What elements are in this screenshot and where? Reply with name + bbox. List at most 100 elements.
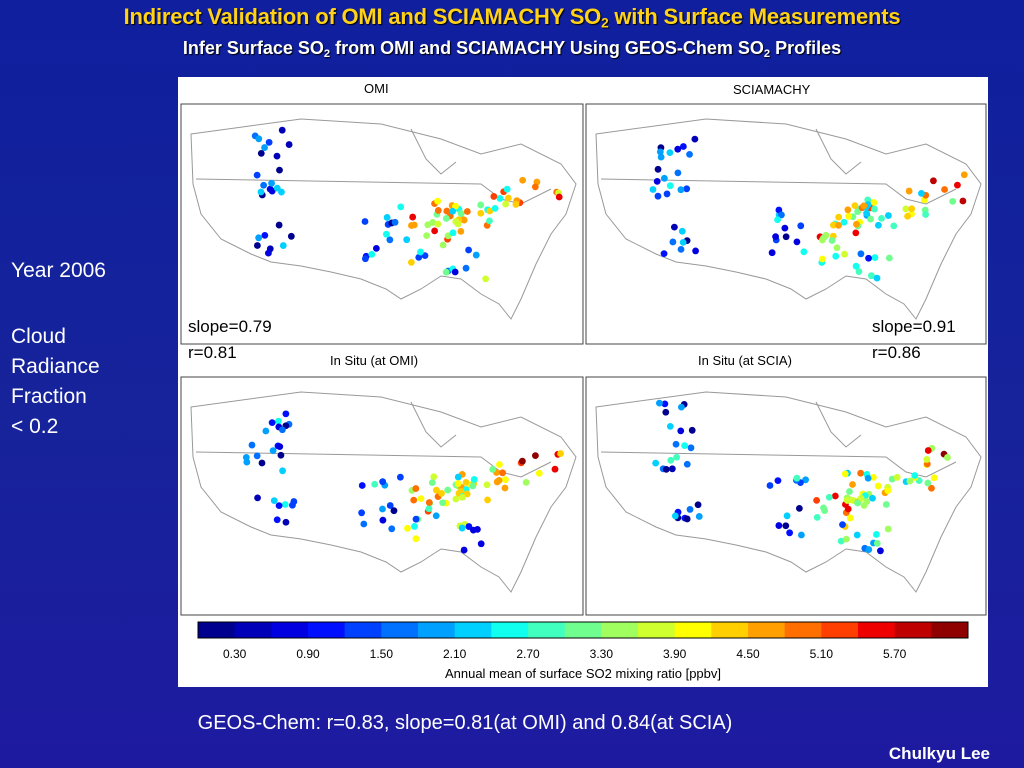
colorbar-swatch: [198, 622, 236, 638]
station-dot: [472, 251, 480, 259]
station-dot: [469, 526, 477, 534]
station-dot: [458, 493, 466, 501]
station-dot: [846, 488, 853, 495]
slide-title: Indirect Validation of OMI and SCIAMACHY…: [123, 4, 901, 31]
colorbar-swatch: [234, 622, 272, 638]
station-dot: [797, 222, 805, 230]
station-dot: [841, 470, 849, 478]
station-dot: [379, 516, 387, 524]
station-dot: [837, 537, 845, 545]
station-dot: [786, 529, 794, 537]
station-dot: [677, 427, 685, 435]
station-dot: [828, 237, 836, 244]
colorbar-tick-label: 0.90: [296, 647, 320, 661]
station-dot: [273, 152, 281, 160]
station-dot: [911, 472, 919, 479]
station-dot: [662, 408, 670, 416]
station-dot: [408, 222, 415, 229]
colorbar-tick-label: 0.30: [222, 647, 247, 661]
station-dot: [434, 197, 442, 205]
colorbar-swatch: [784, 622, 822, 638]
omi-slope: slope=0.79: [188, 317, 272, 336]
station-dot: [874, 482, 882, 490]
station-dot: [254, 494, 261, 502]
station-dot: [683, 515, 691, 523]
station-dot: [667, 456, 675, 464]
station-dot: [870, 199, 878, 206]
colorbar-swatch: [418, 622, 456, 638]
station-dot: [463, 490, 471, 498]
colorbar-swatch: [674, 622, 712, 638]
station-dot: [884, 525, 892, 533]
station-dot: [454, 473, 462, 481]
scia-r: r=0.86: [872, 343, 921, 362]
insitu-scia-title: In Situ (at SCIA): [696, 353, 794, 368]
station-dot: [802, 476, 809, 484]
station-dot: [775, 522, 783, 529]
station-dot: [832, 252, 840, 260]
station-dot: [830, 221, 837, 229]
station-dot: [423, 232, 431, 240]
station-dot: [833, 244, 841, 252]
station-dot: [766, 482, 774, 489]
station-dot: [253, 452, 261, 460]
station-dot: [442, 215, 450, 222]
station-dot: [679, 143, 687, 150]
station-dot: [439, 241, 447, 249]
station-dot: [666, 422, 674, 430]
station-dot: [282, 518, 290, 526]
station-dot: [486, 217, 493, 225]
fraction-label: Fraction: [11, 385, 87, 408]
station-dot: [386, 502, 394, 509]
station-dot: [486, 207, 494, 215]
station-dot: [906, 477, 914, 485]
station-dot: [873, 274, 881, 282]
colorbar-swatch: [381, 622, 419, 638]
station-dot: [774, 216, 781, 224]
station-dot: [677, 186, 685, 194]
station-dot: [277, 451, 285, 459]
station-dot: [490, 193, 498, 200]
station-dot: [666, 149, 674, 157]
station-dot: [902, 205, 910, 213]
station-dot: [884, 487, 892, 495]
station-dot: [660, 174, 668, 182]
slide-subtitle: Infer Surface SO2 from OMI and SCIAMACHY…: [182, 38, 842, 60]
station-dot: [819, 255, 826, 263]
station-dot: [839, 521, 846, 529]
station-dot: [691, 135, 699, 143]
station-dot: [391, 218, 399, 226]
station-dot: [452, 218, 460, 225]
colorbar-swatch: [344, 622, 382, 638]
station-dot: [688, 426, 696, 434]
station-dot: [358, 509, 366, 517]
station-dot: [928, 484, 935, 492]
station-dot: [411, 523, 418, 530]
station-dot: [255, 135, 263, 143]
station-dot: [268, 179, 275, 187]
station-dot: [279, 242, 287, 249]
station-dot: [501, 484, 509, 492]
threshold-label: < 0.2: [11, 415, 59, 438]
station-dot: [844, 505, 852, 513]
station-dot: [686, 150, 693, 158]
station-dot: [679, 238, 687, 246]
colorbar-tick-label: 5.10: [809, 647, 833, 661]
station-dot: [499, 469, 507, 477]
station-dot: [674, 145, 682, 153]
station-dot: [890, 222, 898, 230]
station-dot: [383, 230, 390, 238]
colorbar-tick-label: 2.10: [442, 647, 467, 661]
colorbar-swatch: [931, 622, 969, 638]
station-dot: [845, 212, 853, 220]
station-dot: [893, 473, 901, 481]
station-dot: [396, 473, 404, 481]
station-dot: [854, 208, 862, 216]
station-dot: [371, 480, 379, 488]
station-dot: [954, 181, 961, 189]
station-dot: [425, 499, 433, 506]
station-dot: [273, 516, 281, 524]
station-dot: [768, 249, 776, 257]
station-dot: [462, 479, 470, 486]
station-dot: [281, 501, 289, 508]
